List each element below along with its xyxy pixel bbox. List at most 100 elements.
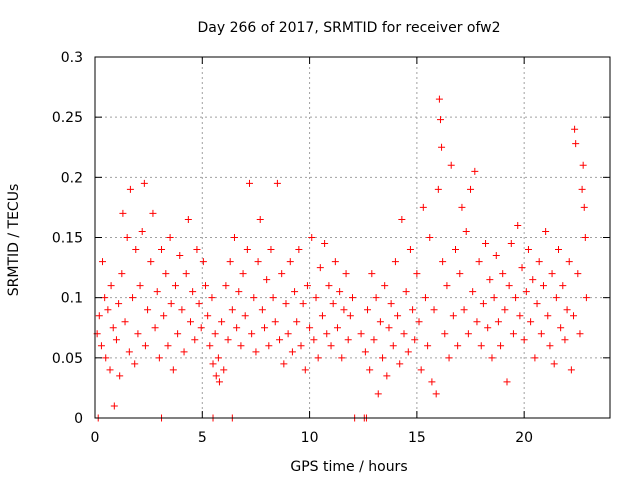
data-point: [321, 240, 329, 248]
x-tick-label: 20: [515, 430, 533, 446]
axis-ticks: 0 0.05 0.1 0.15 0.2 0.25 0.3 0 5 10 15 20: [52, 50, 610, 446]
data-point: [226, 258, 234, 266]
data-point: [193, 246, 201, 254]
data-point: [107, 282, 115, 290]
data-point: [215, 378, 223, 386]
data-point: [316, 264, 324, 272]
data-point: [479, 300, 487, 308]
data-point: [167, 300, 175, 308]
data-point: [112, 336, 120, 344]
data-point: [492, 252, 500, 260]
data-point: [565, 258, 573, 266]
data-point: [452, 246, 459, 254]
data-point: [204, 312, 212, 320]
data-point: [248, 330, 256, 338]
data-point: [126, 185, 134, 193]
data-point: [428, 378, 436, 386]
data-point: [581, 234, 589, 241]
data-point: [155, 354, 163, 362]
data-point: [579, 161, 587, 169]
data-point: [484, 324, 492, 332]
data-point: [415, 318, 423, 326]
data-point: [475, 258, 483, 266]
data-point: [454, 342, 462, 350]
data-point: [402, 288, 410, 296]
data-point: [312, 294, 320, 302]
data-point: [389, 342, 397, 350]
data-point: [550, 360, 558, 368]
data-point: [396, 360, 404, 368]
data-point: [443, 282, 451, 290]
data-point: [385, 324, 393, 332]
data-point: [509, 330, 517, 338]
data-point: [186, 318, 194, 326]
data-point: [417, 366, 425, 374]
data-point: [293, 318, 301, 326]
data-point: [366, 366, 374, 374]
data-point: [471, 167, 479, 175]
data-point: [291, 288, 299, 296]
data-point: [310, 336, 318, 344]
data-point: [243, 246, 251, 254]
data-point: [518, 264, 526, 272]
data-point: [169, 366, 177, 374]
data-point: [182, 270, 190, 278]
data-point: [149, 209, 157, 217]
data-point: [121, 318, 129, 326]
data-point: [542, 227, 550, 235]
data-point: [134, 330, 142, 338]
data-point: [189, 288, 197, 296]
data-point: [206, 342, 214, 350]
data-point: [164, 342, 172, 350]
data-point: [218, 318, 226, 326]
data-point: [482, 240, 490, 248]
data-point: [301, 366, 309, 374]
data-point: [490, 294, 498, 302]
data-point: [576, 330, 584, 338]
y-tick-label: 0.2: [61, 170, 83, 186]
x-axis-label: GPS time / hours: [290, 459, 407, 475]
data-point: [140, 179, 148, 187]
y-tick-label: 0.25: [52, 110, 83, 126]
data-point: [202, 282, 210, 290]
data-point: [570, 312, 578, 320]
data-point: [419, 203, 427, 211]
data-point: [520, 336, 528, 344]
data-point: [233, 324, 241, 332]
data-point: [413, 270, 421, 278]
data-point: [394, 312, 402, 320]
data-point: [282, 300, 290, 308]
data-point: [503, 378, 511, 386]
data-point: [331, 258, 339, 266]
data-point: [406, 246, 414, 254]
data-point: [246, 179, 253, 187]
x-tick-label: 5: [198, 430, 207, 446]
data-point: [557, 324, 565, 332]
data-point: [544, 312, 552, 320]
data-point: [516, 312, 524, 320]
data-point: [441, 330, 449, 338]
data-point: [445, 354, 453, 362]
data-point: [333, 324, 341, 332]
data-point: [180, 348, 188, 356]
data-point: [435, 95, 443, 103]
data-point: [539, 282, 547, 290]
data-point: [241, 312, 249, 320]
data-point: [527, 318, 535, 326]
data-point: [497, 342, 505, 350]
data-point: [265, 342, 273, 350]
data-point: [342, 270, 350, 278]
data-point: [467, 185, 475, 193]
data-point: [125, 348, 133, 356]
data-point: [398, 215, 406, 223]
data-point: [535, 258, 543, 266]
data-points: [93, 95, 590, 422]
data-point: [299, 300, 307, 308]
data-point: [261, 324, 269, 332]
data-point: [160, 312, 168, 320]
data-point: [297, 342, 305, 350]
data-point: [109, 324, 117, 332]
data-point: [349, 294, 356, 302]
data-point: [522, 288, 530, 296]
